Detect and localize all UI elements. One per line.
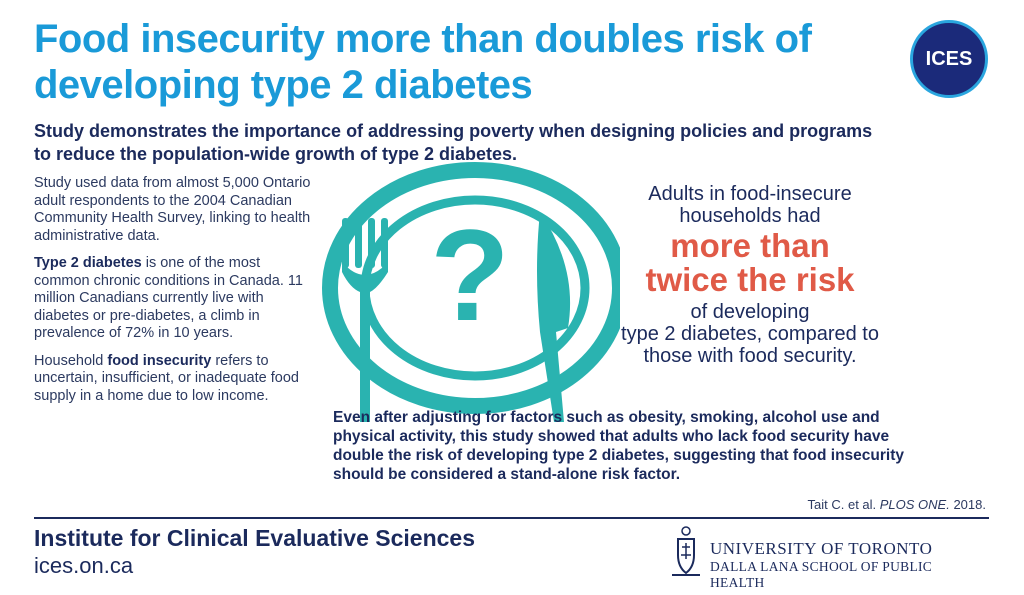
uoft-school: DALLA LANA SCHOOL OF PUBLIC HEALTH xyxy=(710,559,933,590)
website-link[interactable]: ices.on.ca xyxy=(34,553,134,578)
uoft-crest-icon xyxy=(672,526,700,576)
title-line-2: developing type 2 diabetes xyxy=(34,63,533,107)
uoft-logo[interactable]: UNIVERSITY OF TORONTO DALLA LANA SCHOOL … xyxy=(668,525,988,590)
risk-statistic: Adults in food-insecure households had m… xyxy=(590,183,910,367)
subtitle-line-1: Study demonstrates the importance of add… xyxy=(34,121,873,141)
footer-divider xyxy=(34,517,989,519)
institute-name: Institute for Clinical Evaluative Scienc… xyxy=(34,525,475,551)
stat-line-1: Adults in food-insecure xyxy=(648,183,852,205)
diabetes-paragraph: Type 2 diabetes is one of the most commo… xyxy=(34,255,314,343)
plate-fork-knife-question-icon: ? xyxy=(320,160,628,430)
question-mark-icon: ? xyxy=(430,202,509,348)
stat-highlight-2: twice the risk xyxy=(645,261,855,298)
citation-journal: PLOS ONE. xyxy=(879,497,950,512)
key-finding: Even after adjusting for factors such as… xyxy=(333,408,983,484)
subtitle: Study demonstrates the importance of add… xyxy=(34,120,974,166)
diabetes-term: Type 2 diabetes xyxy=(34,255,142,271)
citation-authors: Tait C. et al. xyxy=(807,497,880,512)
citation-year: 2018. xyxy=(949,497,986,512)
stat-line-5: those with food security. xyxy=(643,345,857,367)
stat-highlight: more than twice the risk xyxy=(590,229,910,297)
finding-line-4: should be considered a stand-alone risk … xyxy=(333,466,681,483)
food-insecurity-text: refers to uncertain, insufficient, or in… xyxy=(34,352,299,404)
finding-line-1: Even after adjusting for factors such as… xyxy=(333,409,880,426)
ices-logo-text: ICES xyxy=(925,47,973,70)
knife-icon xyxy=(537,212,571,422)
fork-icon xyxy=(342,218,388,422)
left-column: Study used data from almost 5,000 Ontari… xyxy=(34,175,314,415)
stat-line-3: of developing xyxy=(690,301,810,323)
ices-logo[interactable]: ICES xyxy=(910,20,988,98)
food-insecurity-term: food insecurity xyxy=(107,352,212,369)
page-title: Food insecurity more than doubles risk o… xyxy=(34,16,894,108)
food-insecurity-lead: Household xyxy=(34,352,108,369)
finding-line-3: double the risk of developing type 2 dia… xyxy=(333,447,904,464)
stat-line-2: households had xyxy=(679,205,821,227)
uoft-name: UNIVERSITY OF TORONTO xyxy=(710,539,933,558)
study-data-paragraph: Study used data from almost 5,000 Ontari… xyxy=(34,175,311,244)
title-line-1: Food insecurity more than doubles risk o… xyxy=(34,17,812,61)
food-insecurity-paragraph: Household food insecurity refers to unce… xyxy=(34,353,314,406)
stat-highlight-1: more than xyxy=(670,227,830,264)
diabetes-text: is one of the most common chronic condit… xyxy=(34,255,303,341)
finding-line-2: physical activity, this study showed tha… xyxy=(333,428,890,445)
subtitle-line-2: to reduce the population-wide growth of … xyxy=(34,144,518,164)
stat-line-4: type 2 diabetes, compared to xyxy=(621,323,879,345)
citation: Tait C. et al. PLOS ONE. 2018. xyxy=(808,497,986,512)
